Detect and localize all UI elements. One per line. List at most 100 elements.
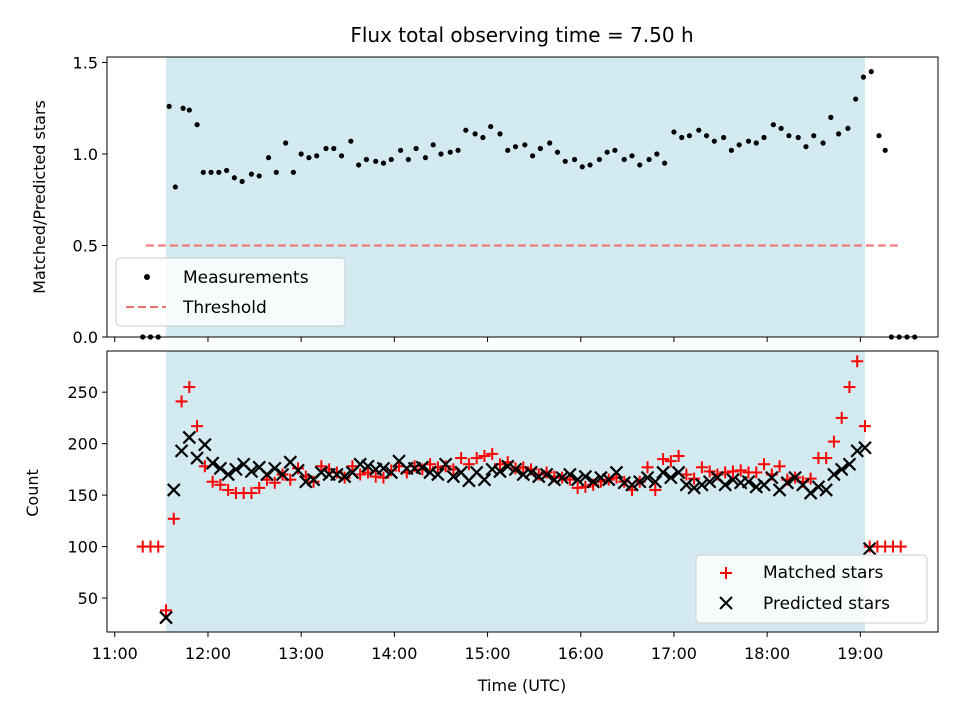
top-legend: Measurements Threshold [115, 257, 346, 327]
predicted-stars-point [485, 462, 499, 477]
bottom-legend: Matched stars Predicted stars [695, 554, 928, 624]
measurements-point [208, 169, 214, 175]
matched-stars-point [354, 468, 367, 481]
predicted-stars-point [862, 541, 877, 556]
measurements-point [239, 178, 245, 185]
measurements-point [868, 69, 874, 75]
measurements-point [356, 162, 362, 168]
matched-stars-point [835, 411, 848, 424]
chart-title: Flux total observing time = 7.50 h [350, 23, 693, 47]
predicted-stars-point [361, 459, 375, 474]
matched-stars-point [894, 540, 907, 553]
matched-stars-point [486, 447, 499, 460]
matched-stars-point [455, 452, 468, 465]
predicted-stars-point [539, 467, 554, 482]
legend-label-threshold: Threshold [182, 298, 267, 318]
predicted-stars-point [260, 467, 274, 482]
legend-marker-predicted-stars [719, 596, 733, 610]
predicted-stars-point [508, 462, 523, 477]
measurements-point [338, 153, 345, 159]
bottom-y-axis-label: Count [23, 469, 42, 517]
matched-stars-point [160, 604, 173, 617]
matched-stars-point [680, 468, 693, 481]
matched-stars-point [657, 453, 670, 466]
predicted-stars-point [850, 444, 865, 458]
predicted-stars-point [858, 440, 872, 455]
measurements-point [587, 162, 593, 168]
measurements-point [166, 103, 172, 110]
measurements-point [273, 169, 279, 175]
measurements-point [596, 156, 602, 163]
predicted-stars-point [834, 462, 849, 477]
predicted-stars-point [741, 474, 756, 489]
matched-stars-point [649, 483, 662, 496]
matched-stars-point [571, 481, 584, 494]
matched-stars-point [470, 452, 483, 465]
measurements-point [761, 134, 767, 141]
bot-y-tick-label: 150 [67, 486, 98, 505]
measurements-point [455, 147, 461, 153]
measurements-point [248, 171, 255, 177]
measurements-point [331, 145, 337, 152]
measurements-point [405, 156, 411, 163]
measurements-point [397, 147, 404, 153]
predicted-stars-point [586, 474, 600, 489]
measurements-point [745, 138, 752, 144]
matched-stars-point [191, 420, 204, 433]
measurements-point [571, 156, 578, 163]
matched-stars-point [773, 460, 786, 473]
measurements-point [497, 131, 503, 137]
predicted-stars-point [617, 475, 632, 490]
measurements-point [529, 153, 536, 159]
predicted-stars-point [570, 472, 585, 487]
measurements-point [480, 134, 486, 141]
predicted-stars-point [198, 437, 212, 452]
measurements-point [662, 160, 668, 166]
predicted-stars-point [229, 462, 243, 477]
measurements-point [736, 142, 742, 148]
matched-stars-point [307, 475, 320, 488]
x-tick-label: 13:00 [278, 644, 324, 663]
predicted-stars-point [702, 474, 717, 489]
measurements-point [348, 138, 354, 144]
matched-stars-point [245, 487, 258, 500]
measurements-point [430, 142, 436, 148]
legend-marker-measurements [144, 274, 150, 280]
predicted-stars-point [314, 465, 329, 480]
measurements-point [224, 167, 230, 174]
predicted-stars-point [555, 470, 569, 485]
predicted-stars-point [640, 470, 655, 485]
matched-stars-point [672, 449, 685, 462]
x-axis-label: Time (UTC) [477, 676, 566, 695]
x-tick-label: 12:00 [185, 644, 231, 663]
predicted-stars-point [244, 464, 259, 479]
measurements-point [828, 114, 834, 120]
matched-stars-point [183, 381, 196, 394]
x-tick-label: 14:00 [371, 644, 417, 663]
measurements-point [554, 149, 561, 155]
measurements-point [172, 184, 178, 190]
x-tick-label: 11:00 [92, 644, 138, 663]
predicted-stars-point [275, 467, 290, 482]
x-tick-label: 15:00 [464, 644, 510, 663]
matched-stars-point [851, 355, 864, 368]
predicted-stars-point [500, 459, 515, 474]
measurements-point [579, 164, 585, 170]
predicted-stars-point [516, 467, 531, 482]
matched-stars-point [532, 468, 545, 481]
measurements-point [380, 160, 387, 166]
matched-stars-point [750, 466, 763, 479]
measurements-point [686, 133, 693, 139]
matched-stars-point [820, 452, 833, 465]
bottom-legend-box [695, 554, 928, 624]
measurements-point [547, 140, 553, 146]
matched-stars-point [385, 464, 398, 477]
matched-stars-point [214, 478, 227, 491]
matched-stars-point [206, 475, 219, 488]
predicted-stars-point [174, 444, 189, 458]
measurements-point [811, 133, 817, 139]
predicted-stars-point [221, 467, 235, 482]
measurements-point [612, 147, 618, 153]
predicted-stars-point [524, 465, 538, 480]
measurements-point [314, 153, 320, 159]
